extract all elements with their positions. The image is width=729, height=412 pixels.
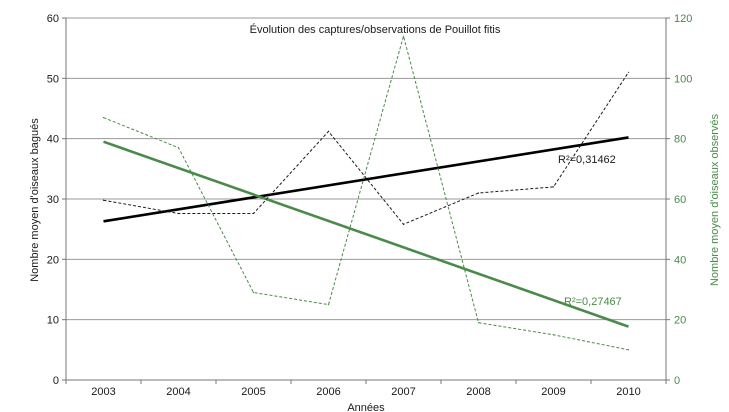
data-point-baques (552, 186, 555, 188)
y-tick-label-left: 60 (47, 13, 59, 25)
data-point-observes (627, 349, 630, 351)
y-axis-title-right: Nombre moyen d'oiseaux observés (709, 113, 721, 286)
data-point-observes (477, 322, 480, 324)
y-tick-label-left: 40 (47, 134, 59, 146)
data-point-baques (327, 130, 330, 133)
x-tick-label: 2005 (241, 386, 265, 398)
data-point-observes (252, 291, 255, 294)
trendline-label-baques: R²=0,31462 (558, 154, 616, 166)
data-point-observes (552, 334, 555, 336)
x-tick-label: 2006 (316, 386, 340, 398)
trendline-observes (103, 140, 629, 328)
y-tick-label-right: 120 (674, 13, 692, 25)
data-point-observes (102, 116, 105, 119)
data-point-baques (177, 212, 180, 215)
y-tick-label-right: 80 (674, 134, 686, 146)
y-tick-label-left: 30 (47, 194, 59, 206)
trendline-label-observes: R²=0,27467 (564, 296, 622, 308)
y-tick-label-right: 60 (674, 194, 686, 206)
data-point-observes (402, 35, 405, 37)
series-layer (102, 34, 630, 351)
y-tick-label-right: 100 (674, 73, 692, 85)
y-tick-label-left: 0 (53, 375, 59, 387)
series-line-observes (103, 34, 629, 351)
data-point-baques (102, 199, 105, 201)
y-tick-label-left: 50 (47, 73, 59, 85)
y-tick-label-right: 0 (674, 375, 680, 387)
trendline-baques (103, 136, 629, 223)
x-tick-label: 2009 (541, 386, 565, 398)
data-point-baques (477, 192, 480, 194)
x-axis-title: Années (347, 402, 385, 412)
series-line-baques (103, 72, 629, 225)
x-tick-label: 2003 (91, 386, 115, 398)
data-point-baques (402, 223, 405, 225)
chart-title: Évolution des captures/observations de P… (250, 23, 501, 36)
x-tick-label: 2004 (166, 386, 190, 398)
x-tick-label: 2008 (466, 386, 490, 398)
y-tick-label-right: 20 (674, 315, 686, 327)
gridlines (66, 17, 666, 321)
y-tick-label-left: 20 (47, 254, 59, 266)
y-tick-label-right: 40 (674, 254, 686, 266)
x-tick-label: 2010 (616, 386, 640, 398)
y-tick-label-left: 10 (47, 315, 59, 327)
x-tick-label: 2007 (391, 386, 415, 398)
ticks: 0 10 20 30 40 50 60 0 20 40 60 80 100 120 2003 2004 2005… (47, 13, 693, 398)
data-point-baques (252, 212, 255, 215)
y-axis-title-left: Nombre moyen d'oiseaux bagués (29, 118, 41, 282)
data-point-observes (177, 147, 180, 149)
data-point-baques (627, 71, 630, 73)
data-point-observes (327, 303, 330, 306)
